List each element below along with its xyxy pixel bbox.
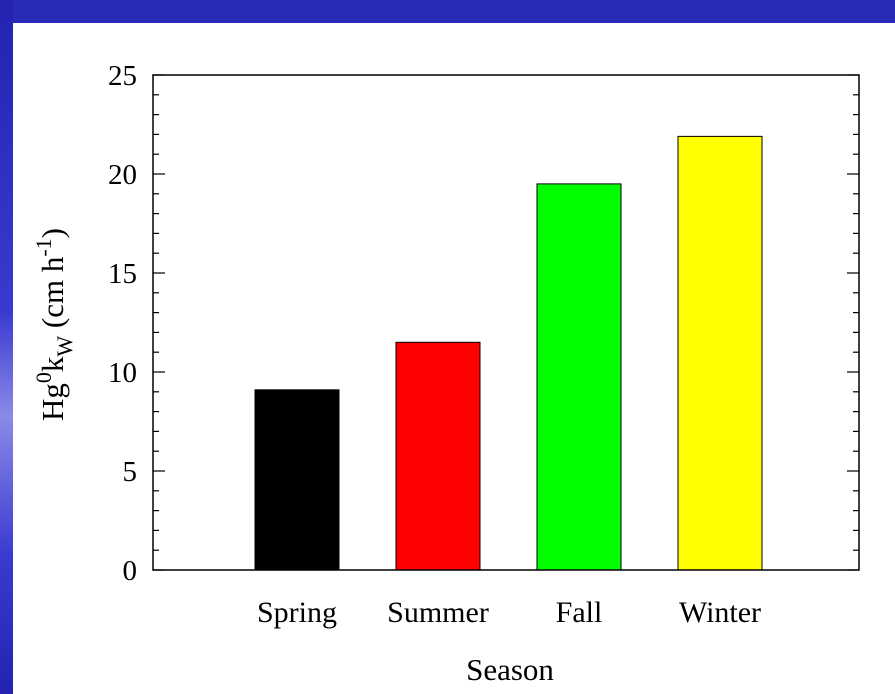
- y-title-sup: 0: [31, 372, 56, 383]
- plot-frame: [152, 74, 860, 571]
- bar-fall: [536, 183, 622, 571]
- bars-group: [254, 135, 763, 571]
- y-tick-label: 10: [108, 357, 137, 389]
- y-tick-label: 20: [108, 159, 137, 191]
- x-tick-label-fall: Fall: [556, 596, 603, 629]
- x-axis-title: Season: [466, 652, 554, 687]
- x-labels-group: Spring Summer Fall Winter: [257, 596, 761, 629]
- y-title-base: Hg: [35, 383, 70, 421]
- bar-chart: 0 5 10 15 20 25 Spring Summer Fall Winter Season…: [31, 60, 860, 687]
- x-tick-label-summer: Summer: [387, 596, 489, 629]
- bar-spring: [254, 389, 340, 571]
- y-title-k: k: [35, 356, 70, 372]
- y-tick-label: 15: [108, 258, 137, 290]
- y-tick-label: 0: [123, 555, 138, 587]
- bar-winter: [677, 135, 763, 571]
- y-tick-label: 5: [123, 456, 138, 488]
- chart-panel: 0 5 10 15 20 25 Spring Summer Fall Winter Season…: [13, 23, 895, 694]
- y-tick-label: 25: [108, 60, 137, 92]
- y-title-unit: (cm h: [35, 256, 70, 336]
- y-title-unit-sup: -1: [31, 238, 56, 256]
- slide-left-border: [0, 0, 13, 694]
- bar-summer: [395, 341, 481, 571]
- x-tick-label-winter: Winter: [679, 596, 761, 629]
- y-title-unit-close: ): [35, 228, 70, 238]
- y-title-sub: W: [52, 336, 77, 357]
- y-axis-title: Hg0kW (cm h-1): [31, 228, 77, 421]
- y-ticks-group: 0 5 10 15 20 25: [108, 60, 859, 587]
- slide-top-border: [0, 0, 895, 23]
- x-tick-label-spring: Spring: [257, 596, 337, 629]
